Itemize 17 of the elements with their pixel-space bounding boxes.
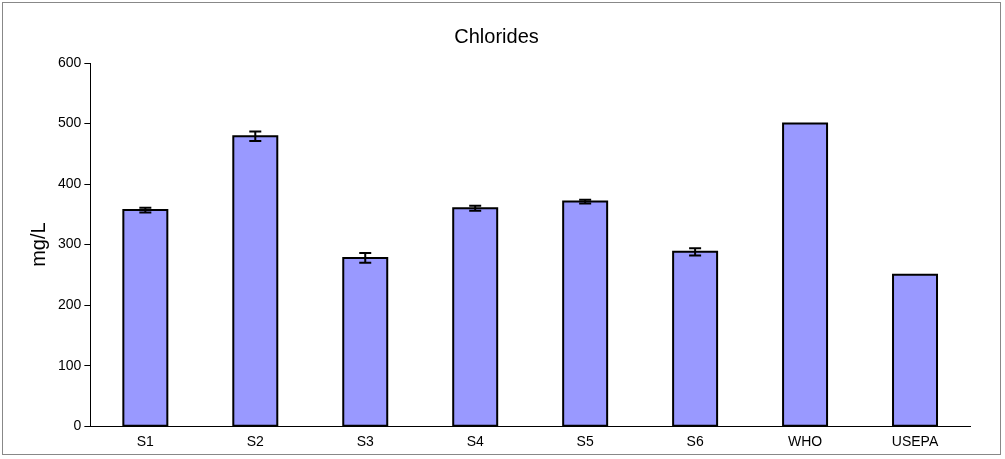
x-tick-label: S5 [576, 433, 594, 450]
y-tick-label: 200 [58, 295, 82, 312]
x-tick-label: S1 [136, 433, 155, 450]
x-tick-label: USEPA [891, 433, 939, 450]
x-tick-label: S4 [466, 433, 484, 450]
y-tick-label: 600 [58, 53, 82, 70]
x-tick-label: S2 [246, 433, 265, 450]
x-tick-label: S6 [686, 433, 704, 450]
y-tick-label: 300 [58, 235, 82, 252]
y-tick-label: 0 [73, 417, 82, 434]
y-tick-label: 500 [58, 114, 82, 131]
y-tick-label: 100 [58, 356, 82, 373]
x-tick-label: S3 [356, 433, 375, 450]
y-tick-label: 400 [58, 174, 82, 191]
y-axis-title: mg/L [26, 222, 49, 267]
x-tick-label: WHO [787, 433, 823, 450]
chart-title: Chlorides [454, 24, 539, 47]
